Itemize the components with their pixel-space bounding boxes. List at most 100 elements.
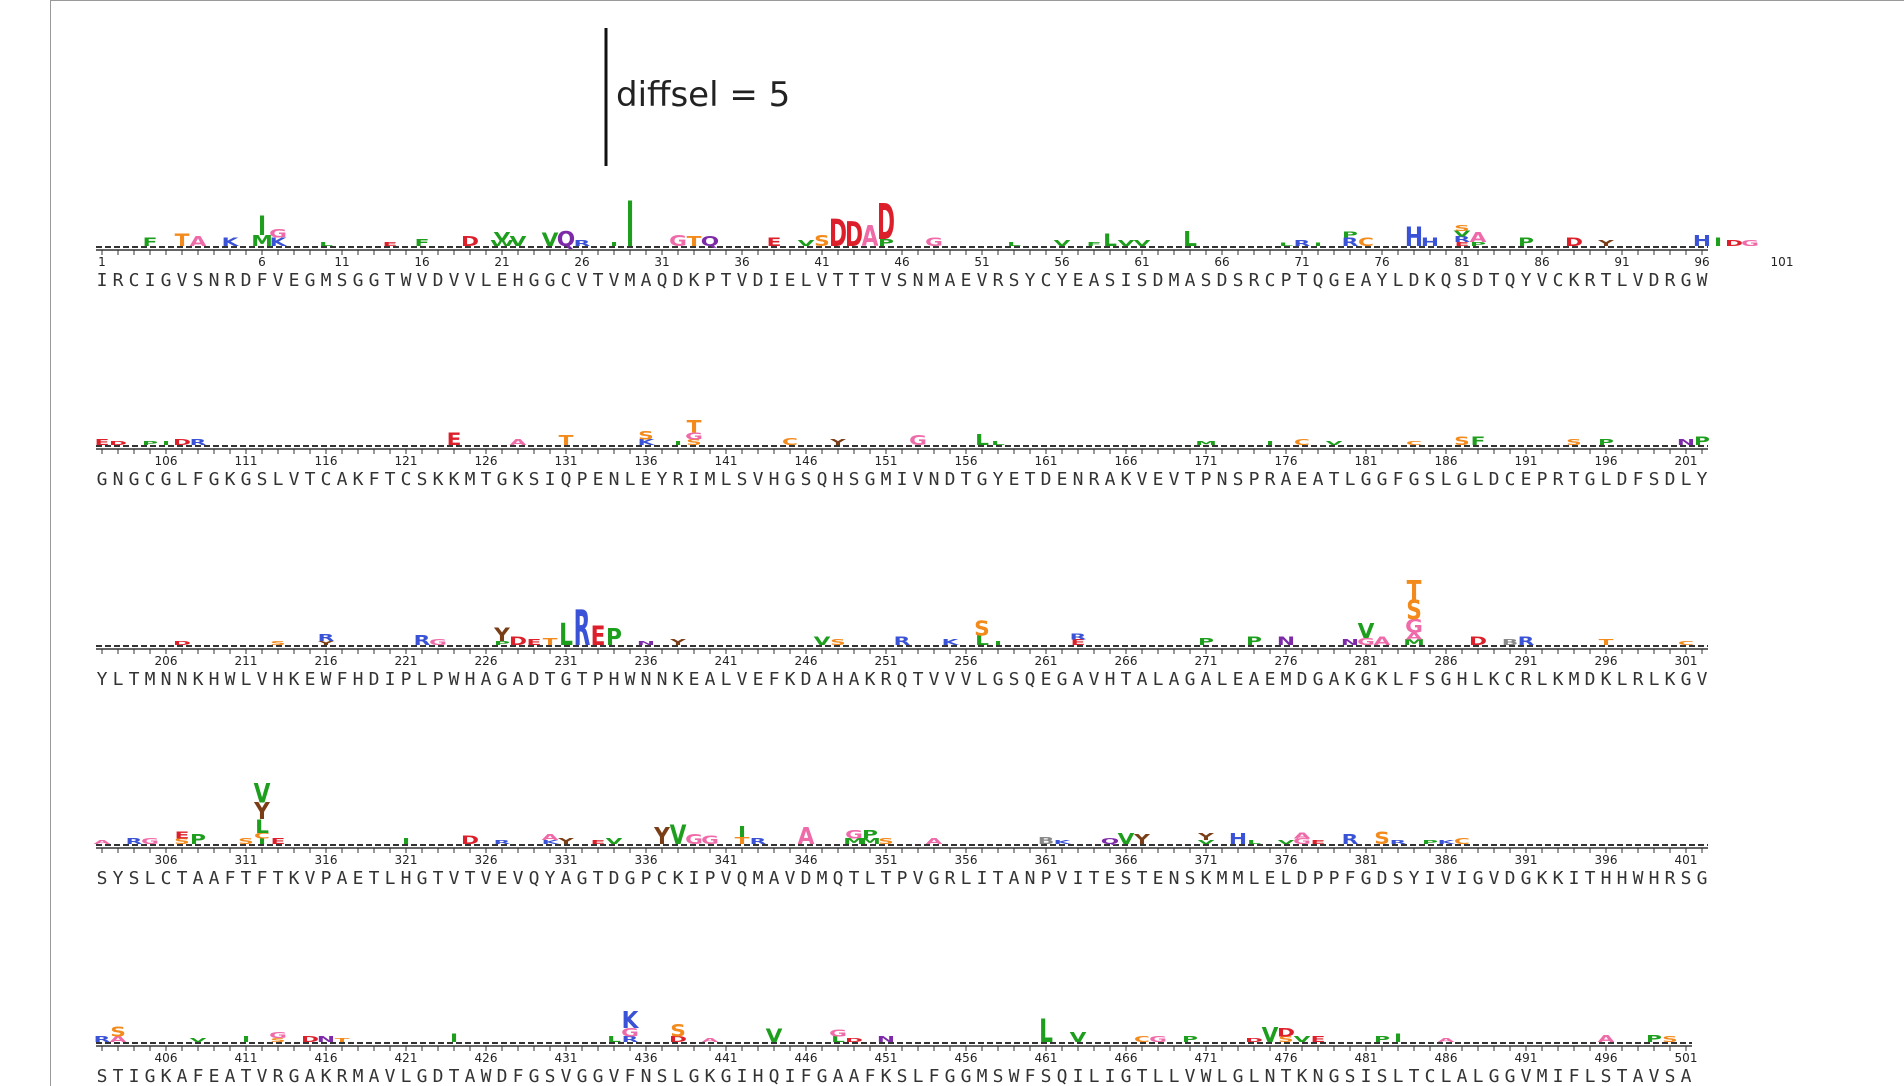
- wildtype-residue: A: [337, 469, 348, 490]
- tick-label: 96: [1694, 255, 1709, 269]
- tick-label: 386: [1435, 853, 1458, 867]
- wildtype-residue: L: [1473, 469, 1484, 490]
- wildtype-residue: F: [1345, 868, 1356, 889]
- wildtype-residue: A: [465, 1066, 476, 1086]
- logo-letter-H: H: [1421, 236, 1439, 249]
- wildtype-residue: I: [897, 469, 908, 490]
- logo-letter-D: D: [669, 1035, 687, 1044]
- wildtype-residue: V: [881, 270, 892, 291]
- logo-letter-V: V: [766, 1024, 783, 1046]
- wildtype-residue: V: [1169, 469, 1180, 490]
- wildtype-residue: E: [1073, 270, 1084, 291]
- wildtype-residue: S: [257, 469, 268, 490]
- wildtype-residue: E: [1345, 270, 1356, 291]
- wildtype-residue: C: [321, 469, 332, 490]
- wildtype-residue: I: [1073, 868, 1084, 889]
- wildtype-residue: V: [1649, 1066, 1660, 1086]
- wildtype-residue: T: [369, 868, 380, 889]
- wildtype-residue: V: [929, 669, 940, 690]
- wildtype-residue: A: [1313, 469, 1324, 490]
- wildtype-residue: E: [1265, 669, 1276, 690]
- wildtype-residue: D: [609, 868, 620, 889]
- logo-row-3: 206 211 216 221 226 231 236 241 246 251 256 261 266 2…: [96, 575, 1708, 690]
- logo-letter-L: L: [1183, 227, 1197, 251]
- logo-letter-P: P: [1374, 1035, 1390, 1044]
- wildtype-residue: N: [161, 669, 172, 690]
- wildtype-residue: G: [1681, 669, 1692, 690]
- wildtype-residue: A: [1105, 469, 1116, 490]
- wildtype-residue: V: [577, 270, 588, 291]
- wildtype-residue: V: [913, 868, 924, 889]
- wildtype-residue: P: [593, 669, 604, 690]
- wildtype-residue: L: [1249, 1066, 1260, 1086]
- wildtype-residue: A: [817, 669, 828, 690]
- wildtype-residue: G: [817, 1066, 828, 1086]
- logo-letter-W: W: [490, 239, 514, 248]
- wildtype-residue: T: [865, 270, 876, 291]
- wildtype-residue: R: [1265, 469, 1276, 490]
- logo-letter-S: S: [1278, 1035, 1294, 1044]
- wildtype-residue: R: [225, 270, 236, 291]
- logo-letter-L: L: [975, 633, 989, 648]
- wildtype-residue: T: [1281, 1066, 1292, 1086]
- wildtype-residue: G: [1457, 469, 1468, 490]
- logo-letter-B: B: [1502, 638, 1519, 647]
- tick-label: 166: [1115, 454, 1138, 468]
- wildtype-residue: M: [817, 868, 828, 889]
- logo-letter-M: M: [251, 233, 273, 250]
- wildtype-residue: E: [209, 1066, 220, 1086]
- wildtype-residue: H: [769, 469, 780, 490]
- logo-letter-V: V: [670, 820, 687, 851]
- wildtype-residue: G: [209, 469, 220, 490]
- logo-letter-R: R: [574, 239, 591, 248]
- wildtype-residue: E: [961, 270, 972, 291]
- wildtype-residue: E: [1297, 469, 1308, 490]
- wildtype-residue: Q: [561, 469, 572, 490]
- wildtype-residue: R: [1585, 270, 1596, 291]
- tick-label: 261: [1035, 654, 1058, 668]
- logo-letter-A: A: [94, 839, 112, 846]
- wildtype-residue: V: [481, 868, 492, 889]
- tick-label: 271: [1195, 654, 1218, 668]
- logo-letter-D: D: [829, 212, 847, 256]
- wildtype-residue: W: [1633, 868, 1644, 889]
- tick-label: 266: [1115, 654, 1138, 668]
- wildtype-residue: D: [801, 868, 812, 889]
- logo-letter-A: A: [1470, 230, 1487, 245]
- wildtype-residue: M: [321, 270, 332, 291]
- logo-letter-V: V: [1326, 440, 1344, 447]
- wildtype-residue: T: [913, 669, 924, 690]
- logo-letter-T: T: [335, 1037, 350, 1044]
- wildtype-residue: G: [865, 469, 876, 490]
- logo-letter-A: A: [510, 438, 527, 447]
- logo-letter-E: E: [1071, 638, 1086, 647]
- logo-letter-N: N: [1341, 638, 1359, 647]
- logo-letter-S: S: [974, 617, 990, 641]
- wildtype-residue: T: [721, 270, 732, 291]
- wildtype-residue: T: [1569, 469, 1580, 490]
- wildtype-residue: K: [1297, 1066, 1308, 1086]
- logo-row-4: 306 311 316 321 326 331 336 341 346 351 356 361 366 3…: [94, 779, 1708, 889]
- wildtype-residue: E: [305, 669, 316, 690]
- wildtype-residue: L: [961, 868, 972, 889]
- wildtype-residue: W: [1009, 1066, 1020, 1086]
- logo-row-5: 406 411 416 421 426 431 436 441 446 451 456 461 466 4…: [94, 1008, 1698, 1086]
- wildtype-residue: S: [1649, 469, 1660, 490]
- logo-letter-K: K: [1054, 839, 1072, 846]
- logo-letter-S: S: [638, 430, 654, 443]
- wildtype-residue: D: [1217, 270, 1228, 291]
- wildtype-residue: S: [897, 270, 908, 291]
- wildtype-residue: I: [97, 270, 108, 291]
- logo-letter-V: V: [1070, 1030, 1087, 1045]
- tick-label: 451: [875, 1051, 898, 1065]
- wildtype-residue: M: [705, 469, 716, 490]
- wildtype-residue: Y: [1025, 270, 1036, 291]
- logo-letter-M: M: [843, 837, 865, 846]
- wildtype-residue: V: [449, 868, 460, 889]
- logo-letter-F: F: [415, 237, 430, 248]
- wildtype-residue: P: [1537, 469, 1548, 490]
- logo-letter-T: T: [175, 230, 191, 250]
- wildtype-residue: Y: [113, 868, 124, 889]
- wildtype-residue: P: [433, 669, 444, 690]
- wildtype-residue: E: [689, 669, 700, 690]
